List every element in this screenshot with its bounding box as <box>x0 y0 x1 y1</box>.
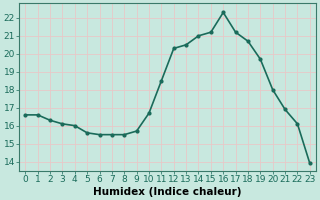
X-axis label: Humidex (Indice chaleur): Humidex (Indice chaleur) <box>93 187 242 197</box>
